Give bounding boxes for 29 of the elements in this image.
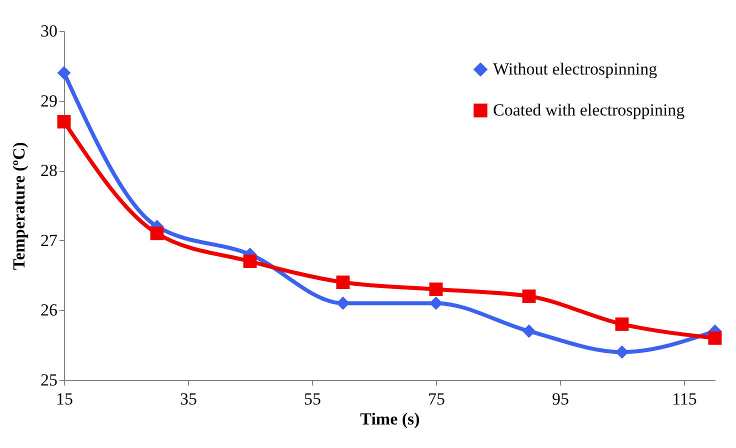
y-tick-label: 25 [40,370,58,390]
legend-label: Coated with electrosppining [493,100,686,120]
point [429,296,443,310]
point [336,296,350,310]
x-axis-title: Time (s) [360,410,420,428]
x-tick-label: 95 [552,390,569,408]
x-tick-label: 35 [180,390,197,408]
point [336,276,350,289]
y-tick-label: 30 [40,22,58,40]
y-tick-label: 29 [40,91,58,110]
x-tick-label: 55 [304,390,321,408]
y-tick-label: 27 [40,230,58,250]
point [150,226,164,240]
point [615,317,629,331]
x-tick-label: 15 [56,390,73,408]
point [429,282,443,296]
point [522,290,536,303]
point [243,254,257,268]
point [708,331,722,345]
point [615,345,629,359]
legend-label: Without electrospinning [493,60,658,78]
point [57,115,71,128]
y-tick-label: 28 [40,161,58,180]
x-tick-label: 115 [672,390,697,408]
y-tick-label: 26 [40,300,58,320]
point [57,66,71,80]
x-tick-label: 75 [428,390,445,408]
y-axis-title: Temperature (ºC) [10,142,28,270]
point [522,324,536,338]
